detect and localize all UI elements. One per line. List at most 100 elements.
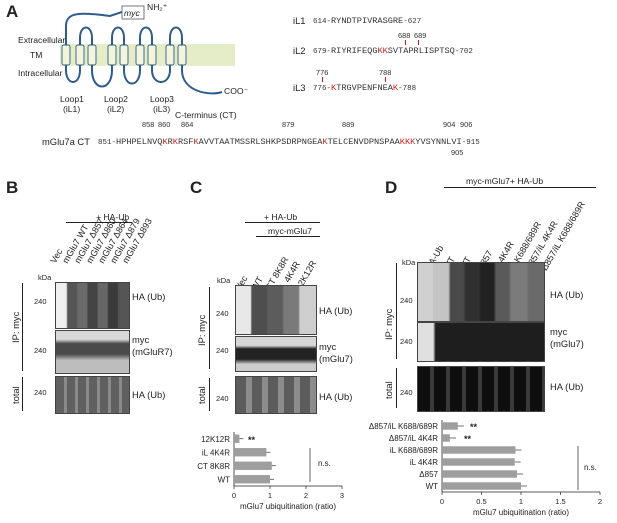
c-chart-bar — [234, 461, 272, 470]
d-blot-myc — [417, 322, 545, 362]
d-chart-category-label: Δ857/iL 4K4R — [389, 434, 438, 443]
ct-pos-889: 889 — [342, 120, 355, 129]
cterm-label: C-terminus (CT) — [175, 110, 237, 120]
d-ip-bracket — [396, 263, 397, 359]
c-mw-2: 240 — [216, 346, 229, 355]
b-ip-label: IP: myc — [10, 311, 21, 343]
c-chart-category-label: WT — [218, 475, 231, 484]
nh2-label: NH₂⁺ — [147, 2, 168, 12]
c-kda: kDa — [217, 276, 231, 285]
d-chart-bar — [442, 482, 521, 490]
il1-sequence: 614-RYNDTPIVRASGRE-627 — [313, 16, 422, 26]
ct-pos-864: 864 — [181, 120, 194, 129]
b-myc-label: myc — [132, 334, 150, 345]
d-chart-x-tick-label: 2 — [598, 497, 602, 506]
c-header2: myc-mGlu7 — [268, 226, 312, 236]
b-blot-ha-total — [55, 376, 130, 414]
d-myc-sub: (mGlu7) — [550, 338, 584, 349]
c-header2-line — [256, 236, 320, 237]
c-chart-x-axis-title: mGlu7 ubiquitination (ratio) — [240, 502, 336, 511]
receptor-topology-svg — [60, 5, 235, 95]
il3-pos1: 776 — [316, 68, 329, 77]
b-mw-1: 240 — [34, 297, 47, 306]
b-header: + HA-Ub — [96, 212, 130, 222]
loop-chain — [65, 26, 223, 95]
c-chart-category-label: iL 4K4R — [202, 448, 230, 457]
b-kda: kDa — [38, 273, 52, 282]
d-significance-2: ** — [464, 434, 472, 444]
myc-tag-box — [121, 5, 145, 20]
b-mw-3: 240 — [34, 388, 47, 397]
c-total-label: total — [196, 386, 207, 404]
d-chart-bar — [442, 422, 458, 430]
d-blot-ha-ip — [417, 262, 545, 322]
b-myc-sub: (mGluR7) — [132, 346, 173, 357]
ct-pos-904: 904 — [443, 120, 456, 129]
c-chart-bar — [234, 434, 240, 443]
d-chart-category-label: iL 4K4R — [410, 458, 438, 467]
c-chart-x-tick-label: 2 — [304, 491, 308, 500]
d-ns-label: n.s. — [584, 463, 597, 472]
b-mw-2: 240 — [34, 346, 47, 355]
d-mw-3: 240 — [400, 388, 413, 397]
d-chart-x-tick-label: 1.5 — [555, 497, 565, 506]
c-total-bracket — [209, 378, 210, 411]
c-myc-sub: (mGlu7) — [319, 353, 353, 364]
b-ha-total-label: HA (Ub) — [132, 389, 166, 400]
panel-label-d: D — [385, 178, 398, 197]
c-blot-ha-ip — [235, 285, 317, 335]
c-chart-category-label: CT 8K8R — [197, 462, 230, 471]
ct-pos-879: 879 — [282, 120, 295, 129]
c-ns-label: n.s. — [318, 459, 331, 468]
il2-sequence: 679-RIYRIFEQGKKSVTAPRLISPTSQ-702 — [313, 46, 473, 56]
d-kda: kDa — [402, 258, 416, 267]
il2-tick1 — [405, 40, 406, 45]
c-mw-3: 240 — [216, 394, 229, 403]
c-header1: + HA-Ub — [264, 212, 298, 222]
c-chart-category-label: 12K12R — [201, 435, 230, 444]
loop2-label: Loop2 — [104, 94, 128, 104]
ct-pos-906: 906 — [460, 120, 473, 129]
membrane-band — [60, 44, 235, 66]
d-chart-category-label: Δ857/iL K688/689R — [369, 422, 438, 431]
c-ip-bracket — [209, 287, 210, 369]
panel-label-c: C — [190, 178, 203, 197]
b-ip-bracket — [22, 283, 23, 371]
panel-label-b: B — [6, 178, 19, 197]
c-bar-chart: 12K12R iL 4K4R CT 8K8R WT0 1 2 3 mGlu7 ubiquiti… — [197, 432, 344, 511]
b-blot-ha-ip — [55, 282, 130, 329]
loop2-sub: (iL2) — [107, 104, 125, 114]
b-total-label: total — [10, 386, 21, 404]
c-blot-ha-total — [235, 376, 317, 414]
il3-sequence: 776-KTRGVPENFNEAK-788 — [313, 83, 417, 93]
d-chart-x-tick-label: 1 — [519, 497, 523, 506]
ct-name: mGlu7a CT — [42, 136, 90, 147]
c-ip-label: IP: myc — [196, 314, 207, 346]
c-chart-x-tick-label: 1 — [268, 491, 272, 500]
tm-helices — [61, 44, 187, 66]
myc-tag-label: myc — [124, 8, 140, 18]
c-ha-total-label: HA (Ub) — [319, 391, 353, 402]
intracellular-label: Intracellular — [18, 68, 63, 78]
c-blot-myc — [235, 336, 317, 372]
c-mw-1: 240 — [216, 309, 229, 318]
d-chart-category-label: Δ857 — [419, 470, 438, 479]
c-myc-label: myc — [319, 341, 337, 352]
loop1-sub: (iL1) — [63, 104, 81, 114]
ct-sequence: 851-HPHPELNVQKRKRSFKAVVTAATMSSRLSHKPSDRP… — [98, 137, 480, 147]
c-ha-ip-label: HA (Ub) — [319, 305, 353, 316]
d-chart-x-tick-label: 0 — [440, 497, 444, 506]
d-ha-total-label: HA (Ub) — [550, 381, 584, 392]
b-total-bracket — [22, 377, 23, 411]
il3-tick1 — [322, 77, 323, 82]
c-header1-line — [245, 222, 320, 223]
c-chart-bar — [234, 448, 267, 457]
b-header-line — [66, 222, 132, 223]
il3-name: iL3 — [293, 82, 306, 93]
loop1-label: Loop1 — [60, 94, 84, 104]
b-ha-ip-label: HA (Ub) — [132, 291, 166, 302]
c-significance: ** — [248, 435, 256, 445]
extracellular-label: Extracellular — [18, 35, 66, 45]
d-chart-bar — [442, 458, 515, 466]
b-blot-myc — [55, 330, 130, 374]
